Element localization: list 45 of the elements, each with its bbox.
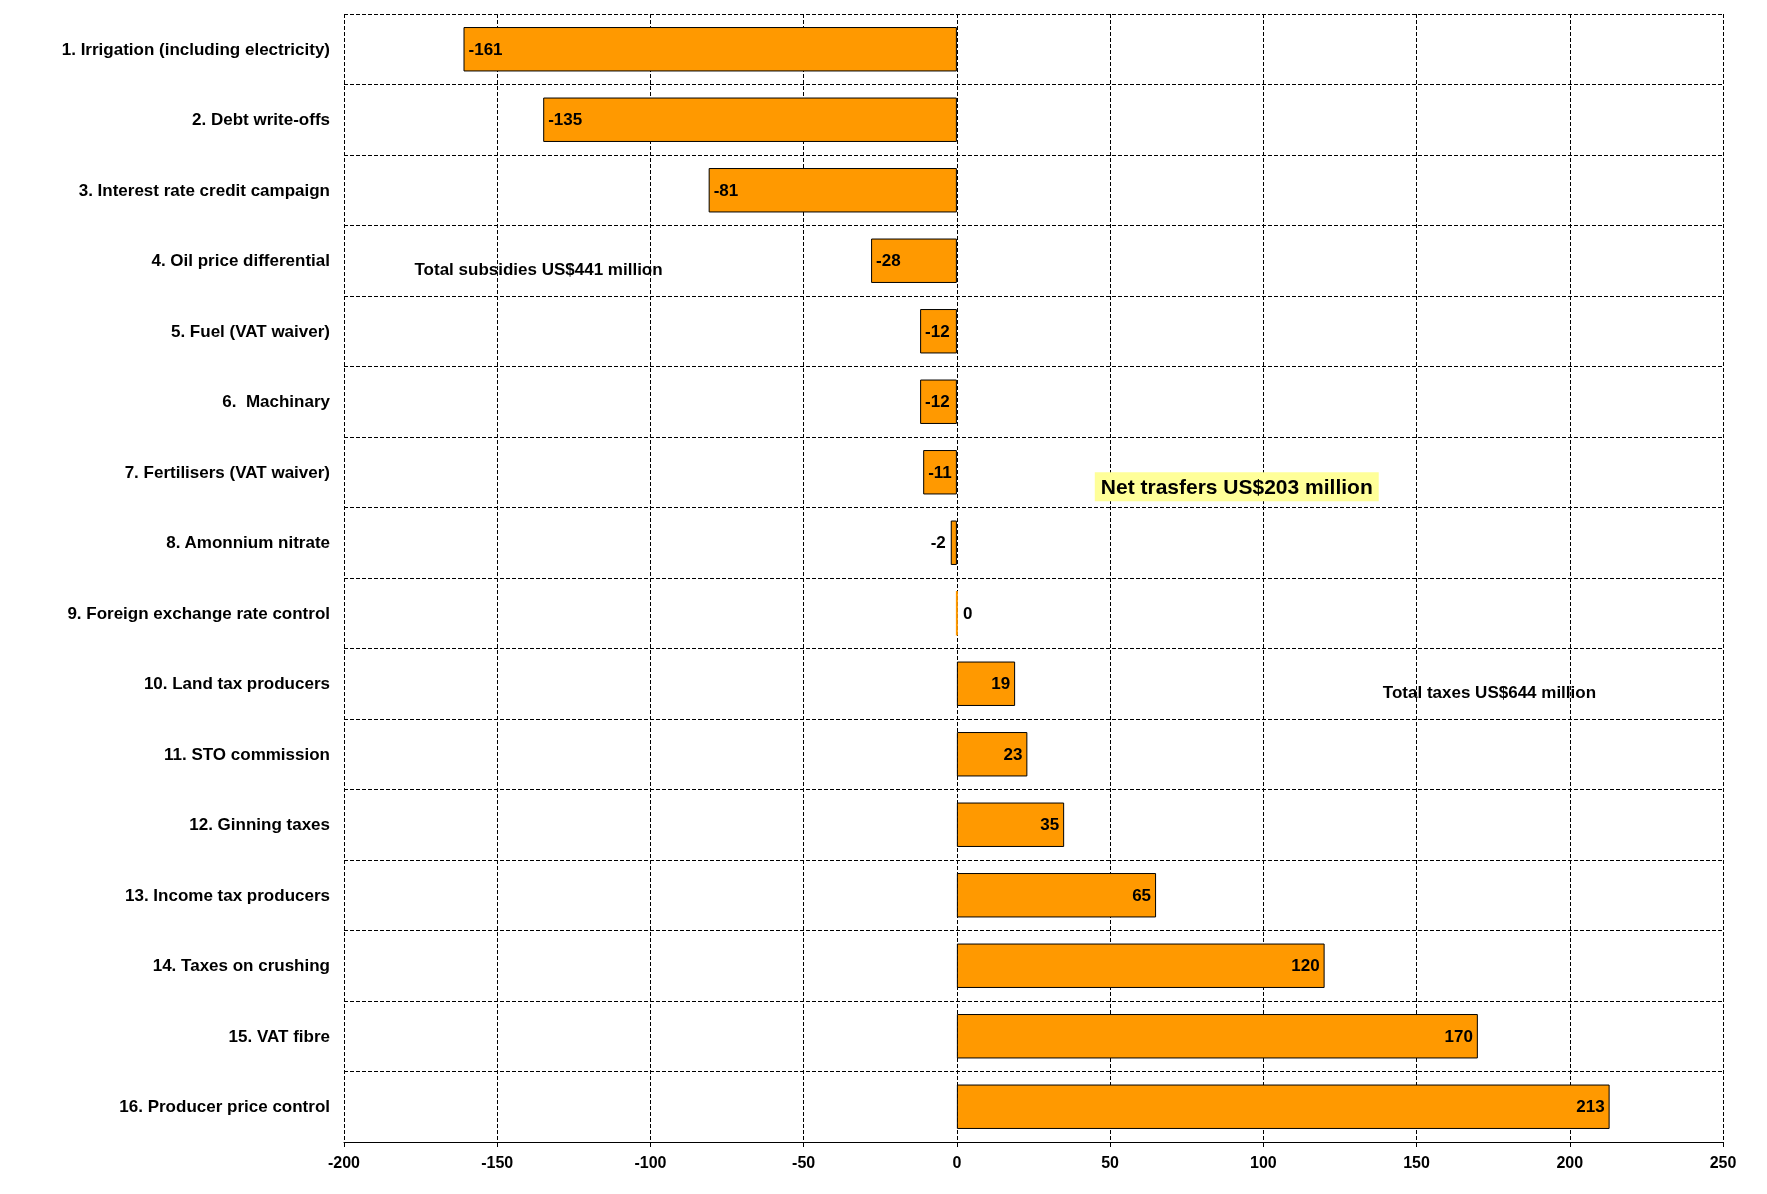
data-label: -28 (876, 251, 901, 271)
x-tick-label: 0 (952, 1153, 962, 1171)
x-tick-label: -50 (792, 1153, 816, 1171)
annotation: Total subsidies US$441 million (414, 259, 663, 279)
annotation: Total taxes US$644 million (1382, 682, 1597, 702)
data-label: -2 (930, 533, 946, 553)
x-tick-label: -200 (327, 1153, 361, 1171)
data-label: 0 (962, 603, 973, 623)
y-tick-label: 8. Amonnium nitrate (166, 533, 330, 553)
x-tick-label: 200 (1556, 1153, 1584, 1171)
x-tick-label: -150 (481, 1153, 514, 1171)
data-label: 23 (1003, 744, 1023, 764)
y-tick-label: 3. Interest rate credit campaign (78, 180, 330, 200)
data-label: -161 (468, 39, 503, 59)
y-tick-label: 2. Debt write-offs (192, 110, 330, 130)
y-tick-label: 9. Foreign exchange rate control (67, 603, 330, 623)
y-tick-label: 11. STO commission (164, 744, 330, 764)
y-tick-label: 13. Income tax producers (124, 885, 330, 905)
x-tick-label: 50 (1101, 1153, 1120, 1171)
y-tick-label: 16. Producer price control (119, 1097, 330, 1117)
data-label: 19 (991, 674, 1011, 694)
data-label: 65 (1132, 885, 1152, 905)
data-label: -81 (713, 180, 739, 200)
x-tick-label: -100 (634, 1153, 667, 1171)
data-label: -12 (925, 321, 950, 341)
data-label: 120 (1291, 956, 1320, 976)
data-label: 170 (1444, 1026, 1473, 1046)
x-tick-label: 100 (1249, 1153, 1277, 1171)
data-label: -12 (925, 392, 950, 412)
x-tick-label: 250 (1709, 1153, 1737, 1171)
data-label: 213 (1576, 1097, 1605, 1117)
y-tick-label: 1. Irrigation (including electricity) (61, 39, 330, 59)
y-tick-label: 5. Fuel (VAT waiver) (170, 321, 330, 341)
annotation: Net trasfers US$203 million (1100, 475, 1373, 499)
y-tick-label: 6. Machinary (222, 392, 331, 412)
y-tick-label: 14. Taxes on crushing (152, 956, 330, 976)
data-label: 35 (1040, 815, 1060, 835)
y-tick-label: 4. Oil price differential (151, 251, 330, 271)
data-label: -135 (548, 110, 583, 130)
data-label: -11 (928, 462, 952, 482)
x-tick-label: 150 (1403, 1153, 1430, 1171)
y-tick-label: 7. Fertilisers (VAT waiver) (124, 462, 330, 482)
y-tick-label: 12. Ginning taxes (189, 815, 330, 835)
y-tick-label: 10. Land tax producers (143, 674, 330, 694)
y-tick-label: 15. VAT fibre (228, 1026, 330, 1046)
